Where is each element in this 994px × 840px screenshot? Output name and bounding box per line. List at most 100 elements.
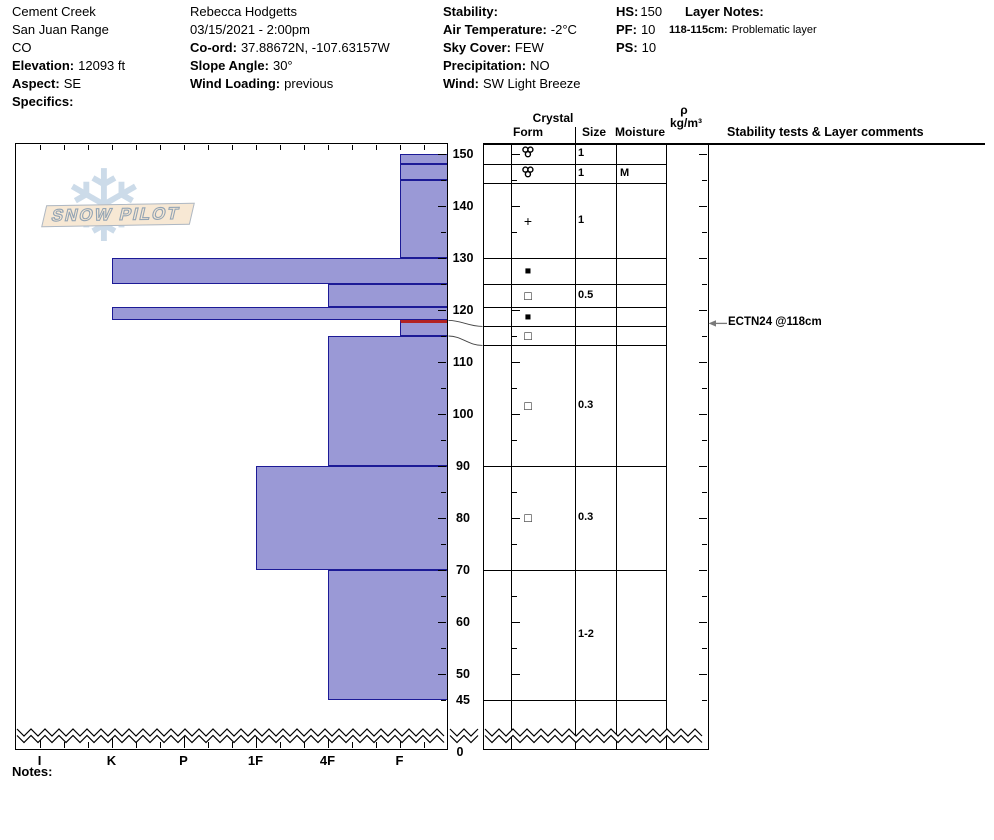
layer-note-item: 118-115cm: Problematic layer <box>669 24 817 37</box>
hardness-tick <box>423 742 425 748</box>
hardness-tick <box>351 144 353 150</box>
air-temp-field: Air Temperature: -2°C <box>443 22 577 38</box>
hardness-tick <box>111 144 113 150</box>
grain-form-symbol: ■ <box>524 265 532 277</box>
hardness-label: I <box>37 753 42 768</box>
table-top-line <box>483 143 985 145</box>
precipitation-label: Precipitation: <box>443 58 527 73</box>
depth-tick <box>441 388 446 389</box>
snow-layer-bar <box>111 258 448 284</box>
pf-field: PF: 10 <box>616 22 655 38</box>
location-state: CO <box>12 40 32 55</box>
depth-tick <box>438 570 446 571</box>
snow-layer-bar <box>327 570 448 700</box>
aspect-label: Aspect: <box>12 76 60 91</box>
hardness-label: 4F <box>319 753 336 768</box>
notes-footer-label: Notes: <box>12 764 53 779</box>
axis-break-zigzag <box>484 734 703 744</box>
hardness-label: 1F <box>247 753 264 768</box>
depth-tick <box>441 232 446 233</box>
precipitation-field: Precipitation: NO <box>443 58 550 74</box>
depth-tick <box>699 622 707 623</box>
coordinates-field: Co-ord: 37.88672N, -107.63157W <box>190 40 390 56</box>
depth-tick <box>702 180 707 181</box>
table-column-line <box>616 143 617 750</box>
grain-form-symbol: ■ <box>524 310 532 323</box>
depth-tick <box>699 414 707 415</box>
depth-tick <box>702 596 707 597</box>
hardness-tick <box>183 144 185 150</box>
depth-tick <box>512 232 517 233</box>
hardness-tick <box>39 144 41 150</box>
depth-label: 45 <box>456 693 470 707</box>
table-column-line <box>511 143 512 750</box>
depth-tick <box>441 440 446 441</box>
hardness-tick <box>135 144 137 150</box>
air-temp-label: Air Temperature: <box>443 22 547 37</box>
grain-size-value: 0.3 <box>578 398 594 411</box>
depth-tick <box>699 570 707 571</box>
depth-tick <box>512 180 517 181</box>
location-name: Cement Creek <box>12 4 96 19</box>
ps-label: PS: <box>616 40 638 55</box>
slope-angle-field: Slope Angle: 30° <box>190 58 293 74</box>
hardness-tick <box>231 742 233 748</box>
elevation-field: Elevation: 12093 ft <box>12 58 125 74</box>
depth-tick <box>512 648 517 649</box>
air-temp-value: -2°C <box>550 22 577 37</box>
depth-tick <box>438 518 446 519</box>
hardness-tick <box>279 742 281 748</box>
hardness-tick <box>111 736 113 748</box>
layer-note-depth: 118-115cm: <box>669 24 728 36</box>
depth-tick <box>438 466 446 467</box>
depth-tick <box>702 544 707 545</box>
hardness-tick <box>351 742 353 748</box>
table-row-line <box>483 164 666 166</box>
coordinates-value: 37.88672N, -107.63157W <box>240 40 390 55</box>
table-row-line <box>483 345 666 347</box>
precipitation-value: NO <box>530 58 550 73</box>
depth-tick <box>512 336 517 337</box>
depth-tick <box>699 154 707 155</box>
depth-tick <box>512 206 520 207</box>
depth-tick <box>512 310 520 311</box>
depth-tick <box>438 258 446 259</box>
table-row-line <box>483 307 666 309</box>
hardness-tick <box>327 736 329 748</box>
depth-tick <box>702 492 707 493</box>
depth-tick <box>512 492 517 493</box>
hardness-tick <box>207 742 209 748</box>
elevation-value: 12093 ft <box>78 58 126 73</box>
hardness-tick <box>87 144 89 150</box>
depth-tick <box>441 700 446 701</box>
table-row-line <box>483 258 666 259</box>
table-row-line <box>483 326 666 328</box>
table-bottom-line <box>483 748 708 750</box>
wind-label: Wind: <box>443 76 479 91</box>
axis-break-band <box>450 729 478 743</box>
hardness-tick <box>39 736 41 748</box>
density-units-header: kg/m³ <box>669 116 702 130</box>
hardness-tick <box>231 144 233 150</box>
table-row-line <box>483 183 666 185</box>
depth-label: 80 <box>456 511 470 525</box>
depth-tick <box>441 180 446 181</box>
wind-value: SW Light Breeze <box>482 76 581 91</box>
thin-layer-leader-line <box>448 335 483 346</box>
depth-tick <box>699 310 707 311</box>
depth-tick <box>702 440 707 441</box>
depth-label: 70 <box>456 563 470 577</box>
depth-label: 60 <box>456 615 470 629</box>
axis-break-zigzag <box>484 728 703 737</box>
aspect-field: Aspect: SE <box>12 76 81 92</box>
grain-size-value: 1 <box>578 166 585 179</box>
sky-cover-field: Sky Cover: FEW <box>443 40 544 56</box>
hardness-tick <box>87 742 89 748</box>
hardness-tick <box>183 736 185 748</box>
pit-datetime: 03/15/2021 - 2:00pm <box>190 22 310 37</box>
depth-tick <box>699 206 707 207</box>
depth-tick <box>438 414 446 415</box>
depth-tick <box>512 544 517 545</box>
grain-form-symbol: □ <box>524 288 532 303</box>
